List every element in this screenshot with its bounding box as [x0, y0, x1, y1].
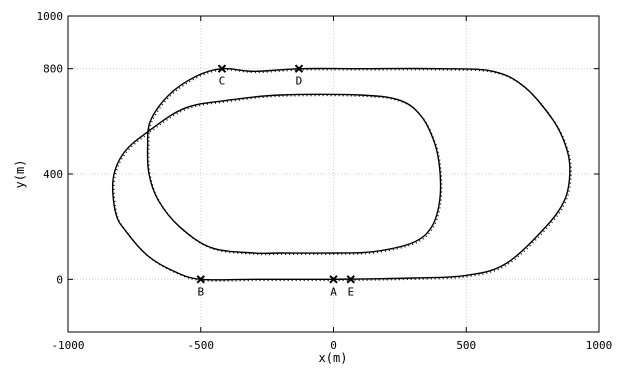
x-tick-label: 0 [330, 339, 337, 352]
x-tick-label: -1000 [51, 339, 84, 352]
series-group [111, 67, 572, 282]
marker-a: A [329, 275, 338, 298]
y-tick-label: 1000 [37, 10, 64, 23]
x-axis-label: x(m) [319, 351, 348, 365]
marker-label: E [347, 285, 354, 298]
y-tick-label: 0 [56, 273, 63, 286]
x-tick-label: 1000 [586, 339, 613, 352]
marker-b: B [196, 275, 205, 298]
marker-cross [196, 275, 205, 284]
marker-cross [217, 64, 227, 73]
marker-e: E [346, 275, 355, 298]
y-tick-label: 400 [43, 168, 63, 181]
x-tick-label: -500 [188, 339, 215, 352]
marker-cross [294, 64, 304, 73]
reference-path-dotted [113, 69, 572, 282]
y-axis-label: y(m) [13, 160, 27, 189]
x-tick-label: 500 [456, 339, 476, 352]
marker-label: C [219, 75, 226, 88]
marker-cross [329, 275, 338, 284]
marker-label: B [197, 285, 204, 298]
marker-c: C [217, 64, 227, 88]
trajectory-path [111, 67, 571, 281]
y-tick-label: 800 [43, 63, 63, 76]
marker-cross [346, 275, 355, 284]
marker-d: D [294, 64, 304, 88]
markers-group: A B C D E [196, 64, 355, 298]
axis-ticks: -1000 -500 0 500 1000 0 400 800 1000 [37, 10, 613, 352]
marker-label: D [296, 75, 303, 88]
marker-label: A [330, 285, 337, 298]
